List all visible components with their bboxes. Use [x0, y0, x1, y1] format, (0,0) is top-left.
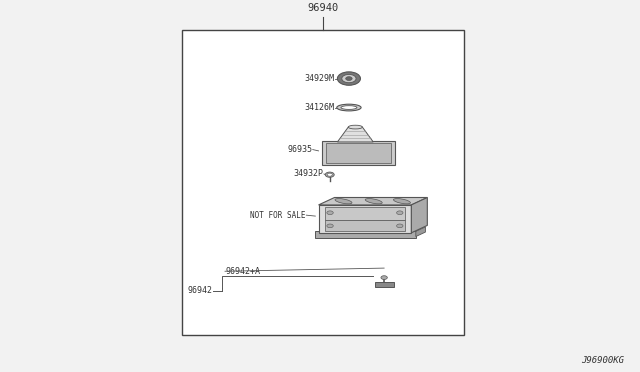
Ellipse shape	[337, 104, 361, 111]
Bar	[325, 207, 405, 220]
Bar	[182, 30, 464, 335]
Ellipse shape	[348, 125, 362, 129]
Circle shape	[325, 172, 334, 177]
Polygon shape	[412, 198, 428, 233]
Bar	[374, 282, 394, 287]
Ellipse shape	[394, 199, 410, 204]
Bar	[319, 205, 412, 233]
Bar	[322, 141, 396, 166]
Circle shape	[337, 72, 360, 85]
Circle shape	[397, 211, 403, 215]
Bar	[325, 220, 405, 231]
Ellipse shape	[365, 199, 382, 204]
Circle shape	[327, 211, 333, 215]
Circle shape	[327, 173, 332, 176]
Text: J96900KG: J96900KG	[581, 356, 624, 365]
Text: 96942+A: 96942+A	[225, 267, 260, 276]
Circle shape	[346, 77, 352, 80]
Text: 34929M: 34929M	[304, 74, 334, 83]
Text: 96942: 96942	[188, 286, 212, 295]
Text: 34932P: 34932P	[293, 170, 323, 179]
Circle shape	[397, 224, 403, 228]
Polygon shape	[337, 127, 373, 142]
Circle shape	[342, 74, 356, 83]
Text: NOT FOR SALE: NOT FOR SALE	[250, 211, 306, 219]
Text: 96935: 96935	[287, 145, 312, 154]
Bar	[326, 144, 391, 163]
Text: 96940: 96940	[308, 3, 339, 13]
Polygon shape	[319, 198, 428, 205]
Circle shape	[327, 224, 333, 228]
Bar	[316, 231, 416, 238]
Circle shape	[381, 276, 387, 279]
Text: 34126M: 34126M	[305, 103, 335, 112]
Polygon shape	[416, 227, 426, 237]
Ellipse shape	[341, 106, 357, 109]
Ellipse shape	[335, 199, 352, 204]
